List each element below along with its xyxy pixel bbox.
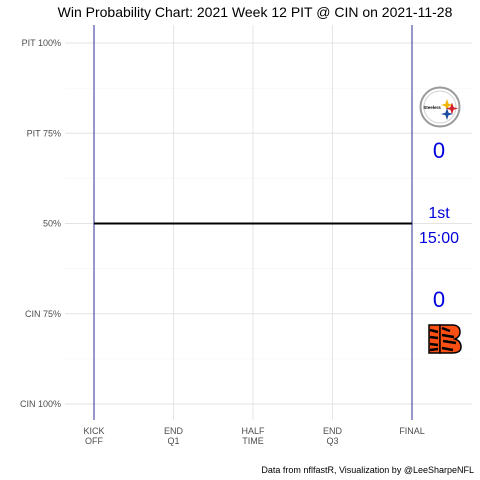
bengals-logo-icon xyxy=(428,324,462,354)
y-tick-label: CIN 100% xyxy=(20,399,61,409)
y-tick-label: PIT 75% xyxy=(27,128,61,138)
x-tick-label: END Q3 xyxy=(323,426,343,446)
home-team-score: 0 xyxy=(433,287,445,312)
y-axis-tick-labels: PIT 100% PIT 75% 50% CIN 75% CIN 100% xyxy=(20,38,61,409)
game-clock: 15:00 xyxy=(419,230,459,247)
chart-caption: Data from nflfastR, Visualization by @Le… xyxy=(261,465,474,475)
game-quarter: 1st xyxy=(428,205,450,222)
svg-text:Steelers: Steelers xyxy=(423,105,441,110)
steelers-logo-icon: Steelers xyxy=(419,86,461,128)
y-tick-label: 50% xyxy=(43,219,61,229)
away-team-score: 0 xyxy=(433,138,445,163)
x-tick-label: END Q1 xyxy=(164,426,184,446)
x-tick-label: FINAL xyxy=(399,426,425,436)
y-tick-label: CIN 75% xyxy=(25,309,61,319)
y-tick-label: PIT 100% xyxy=(22,38,61,48)
chart-title: Win Probability Chart: 2021 Week 12 PIT … xyxy=(58,4,453,20)
x-axis-tick-labels: KICK OFF END Q1 HALF TIME END Q3 FINAL xyxy=(83,426,424,446)
x-tick-label: KICK OFF xyxy=(83,426,104,446)
x-tick-label: HALF TIME xyxy=(241,426,265,446)
